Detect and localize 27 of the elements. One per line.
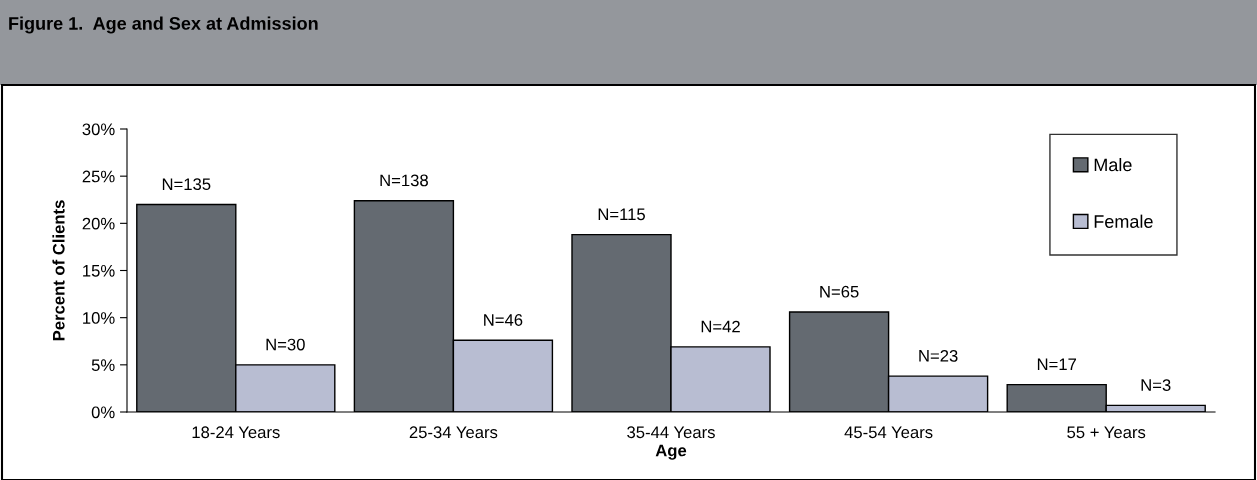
y-tick-label: 5% <box>91 359 115 372</box>
x-tick-label: 35-44 Years <box>627 426 715 439</box>
annotation: N=65 <box>820 285 859 298</box>
x-tick-label: 55 + Years <box>1067 426 1146 439</box>
annotation: N=46 <box>484 314 523 326</box>
x-axis-title: Age <box>655 444 687 460</box>
annotation: N=42 <box>701 320 740 333</box>
annotation: N=23 <box>919 349 958 362</box>
chart-title: Figure 1. Age and Sex at Admission <box>9 16 318 34</box>
legend-label: Male <box>1094 157 1132 172</box>
y-tick-label: 15% <box>83 264 115 277</box>
y-tick-label: 10% <box>83 312 115 324</box>
y-tick-label: 30% <box>82 123 115 136</box>
annotation: N=138 <box>380 174 428 187</box>
y-tick-label: 25% <box>82 170 115 183</box>
annotation: N=30 <box>266 338 305 351</box>
annotation: N=17 <box>1037 358 1077 371</box>
y-tick-label: 0% <box>91 406 115 419</box>
annotation: N=3 <box>1141 379 1171 391</box>
x-tick-label: 45-54 Years <box>844 426 933 439</box>
y-axis-title: Percent of Clients <box>52 200 65 341</box>
annotation: N=115 <box>598 208 645 221</box>
annotation: N=135 <box>162 178 211 191</box>
legend-label: Female <box>1094 214 1153 228</box>
y-tick-label: 20% <box>82 217 115 230</box>
x-tick-label: 18-24 Years <box>192 426 280 439</box>
x-tick-label: 25-34 Years <box>409 426 498 439</box>
